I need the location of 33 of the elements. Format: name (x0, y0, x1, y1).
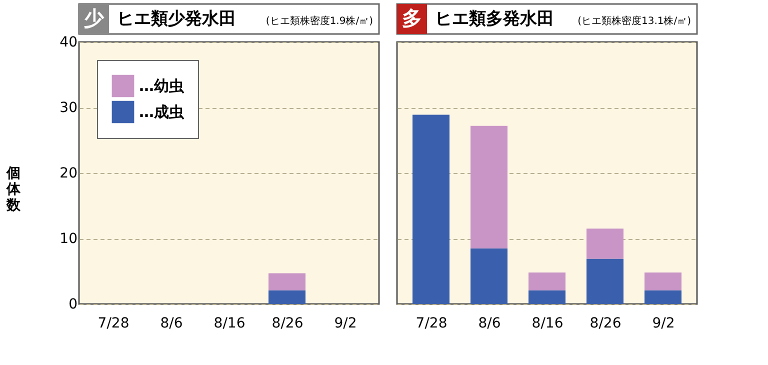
x-tick-label: 8/26 (590, 316, 622, 332)
y-tick-label: 10 (60, 231, 78, 247)
bar (412, 114, 450, 304)
x-tick-label: 7/28 (416, 316, 448, 332)
x-tick-label: 7/28 (98, 316, 130, 332)
chart-subtitle: (ヒエ類株密度1.9株/㎡) (266, 15, 374, 27)
y-tick-label: 30 (60, 100, 78, 116)
x-tick-label: 9/2 (334, 316, 357, 332)
bar (528, 290, 566, 304)
x-tick-label: 8/16 (532, 316, 564, 332)
y-tick-label: 40 (60, 34, 78, 50)
bar (644, 290, 682, 304)
x-tick-label: 9/2 (652, 316, 675, 332)
text: 多 (402, 6, 422, 30)
legend-label: …成虫 (139, 103, 185, 121)
bar (586, 258, 624, 304)
legend-label: …幼虫 (139, 77, 185, 95)
y-tick-label: 0 (68, 296, 78, 312)
bar (586, 228, 624, 259)
bar (470, 126, 508, 248)
x-tick-label: 8/6 (478, 316, 501, 332)
x-tick-label: 8/16 (214, 316, 246, 332)
x-tick-label: 8/6 (160, 316, 183, 332)
chart-title: ヒエ類少発水田 (117, 9, 236, 29)
chart-title: ヒエ類多発水田 (435, 9, 554, 29)
bar (470, 248, 508, 304)
y-axis-title: 個体数 (6, 166, 22, 214)
y-tick-label: 20 (60, 166, 78, 182)
chart-subtitle: (ヒエ類株密度13.1株/㎡) (578, 15, 692, 27)
bar (528, 272, 566, 290)
x-tick-label: 8/26 (272, 316, 304, 332)
bar (644, 272, 682, 290)
text: 少 (84, 6, 105, 30)
